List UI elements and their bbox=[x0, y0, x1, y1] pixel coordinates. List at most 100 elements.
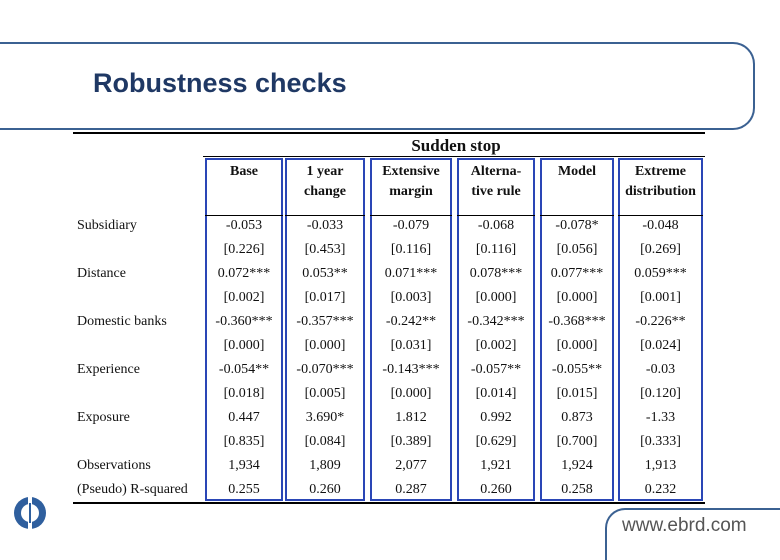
table-cell: [0.003] bbox=[390, 290, 432, 305]
footer-frame bbox=[605, 508, 780, 560]
row-label: Exposure bbox=[77, 410, 130, 425]
table-cell: -0.048 bbox=[642, 218, 679, 233]
panel-title: Sudden stop bbox=[411, 136, 501, 155]
table-cell: [0.015] bbox=[556, 386, 598, 401]
table-cell: -0.033 bbox=[306, 218, 344, 233]
column-box bbox=[540, 158, 614, 501]
table-cell: [0.116] bbox=[390, 242, 432, 257]
panel-underline bbox=[203, 156, 705, 157]
title-frame bbox=[0, 42, 755, 130]
table-cell: 2,077 bbox=[395, 458, 427, 473]
regression-table: Sudden stop Base 1 year change Extensive mar… bbox=[73, 132, 705, 504]
table-cell: -0.03 bbox=[645, 362, 676, 377]
column-header: Extreme distribution bbox=[625, 164, 696, 199]
table-cell: 0.053** bbox=[302, 266, 348, 281]
header-rule bbox=[285, 215, 365, 216]
table-cell: [0.700] bbox=[556, 434, 598, 449]
header-rule bbox=[618, 215, 703, 216]
table-cell: -0.055** bbox=[551, 362, 603, 377]
header-rule bbox=[370, 215, 452, 216]
table-cell: [0.018] bbox=[223, 386, 265, 401]
ebrd-logo-icon bbox=[14, 497, 46, 529]
row-label: Observations bbox=[77, 458, 151, 473]
table-cell: [0.000] bbox=[556, 290, 598, 305]
table-cell: 0.447 bbox=[228, 410, 260, 425]
table-cell: 0.873 bbox=[561, 410, 593, 425]
table-cell: -0.068 bbox=[477, 218, 515, 233]
table-cell: [0.024] bbox=[640, 338, 681, 353]
table-cell: -0.242** bbox=[385, 314, 437, 329]
table-cell: 0.255 bbox=[228, 482, 260, 497]
row-label: Distance bbox=[77, 266, 126, 281]
row-label: Domestic banks bbox=[77, 314, 167, 329]
table-cell: 0.232 bbox=[644, 482, 677, 497]
table-cell: [0.120] bbox=[640, 386, 681, 401]
table-cell: 0.260 bbox=[309, 482, 341, 497]
table-cell: 0.258 bbox=[561, 482, 593, 497]
table-cell: 1,913 bbox=[644, 458, 677, 473]
table-cell: 0.287 bbox=[395, 482, 427, 497]
table-cell: -0.057** bbox=[470, 362, 522, 377]
table-cell: [0.453] bbox=[304, 242, 346, 257]
table-cell: -0.054** bbox=[218, 362, 270, 377]
column-box bbox=[618, 158, 703, 501]
table-top-rule bbox=[73, 132, 705, 134]
footer-url: www.ebrd.com bbox=[622, 515, 747, 536]
column-box bbox=[285, 158, 365, 501]
table-cell: [0.031] bbox=[390, 338, 432, 353]
table-cell: [0.005] bbox=[304, 386, 346, 401]
table-cell: [0.000] bbox=[475, 290, 517, 305]
table-cell: [0.000] bbox=[556, 338, 598, 353]
table-cell: [0.000] bbox=[223, 338, 265, 353]
table-cell: 0.071*** bbox=[384, 266, 438, 281]
column-header: Alterna-tive rule bbox=[470, 164, 522, 199]
table-cell: -1.33 bbox=[645, 410, 676, 425]
column-header: Model bbox=[557, 164, 597, 179]
table-cell: -0.357*** bbox=[296, 314, 354, 329]
table-cell: 0.260 bbox=[480, 482, 512, 497]
table-cell: [0.389] bbox=[390, 434, 432, 449]
column-box bbox=[457, 158, 535, 501]
column-header: Base bbox=[230, 164, 258, 179]
table-cell: -0.079 bbox=[392, 218, 430, 233]
table-cell: 0.078*** bbox=[469, 266, 523, 281]
table-cell: 3.690* bbox=[305, 410, 345, 425]
table-cell: [0.017] bbox=[304, 290, 346, 305]
table-cell: -0.368*** bbox=[548, 314, 606, 329]
table-cell: [0.002] bbox=[475, 338, 517, 353]
table-cell: 0.992 bbox=[480, 410, 512, 425]
table-cell: [0.116] bbox=[475, 242, 517, 257]
table-cell: [0.000] bbox=[304, 338, 346, 353]
table-cell: 1,924 bbox=[561, 458, 593, 473]
table-cell: -0.053 bbox=[225, 218, 263, 233]
row-label: Experience bbox=[77, 362, 140, 377]
table-cell: -0.143*** bbox=[382, 362, 440, 377]
table-cell: [0.269] bbox=[640, 242, 681, 257]
table-cell: [0.333] bbox=[640, 434, 681, 449]
table-cell: 0.077*** bbox=[550, 266, 604, 281]
row-label: (Pseudo) R-squared bbox=[77, 482, 188, 497]
table-cell: [0.014] bbox=[475, 386, 517, 401]
table-cell: -0.360*** bbox=[215, 314, 273, 329]
table-cell: 1,921 bbox=[480, 458, 512, 473]
column-box bbox=[205, 158, 283, 501]
column-header: 1 year change bbox=[304, 164, 346, 199]
slide-title: Robustness checks bbox=[93, 68, 347, 98]
row-label: Subsidiary bbox=[77, 218, 137, 233]
table-cell: [0.001] bbox=[640, 290, 681, 305]
table-cell: 1,934 bbox=[228, 458, 260, 473]
table-cell: 1,809 bbox=[309, 458, 341, 473]
table-cell: [0.226] bbox=[223, 242, 265, 257]
table-cell: [0.084] bbox=[304, 434, 346, 449]
table-cell: 1.812 bbox=[395, 410, 427, 425]
header-rule bbox=[540, 215, 614, 216]
table-cell: [0.056] bbox=[556, 242, 598, 257]
table-cell: 0.072*** bbox=[217, 266, 271, 281]
column-box bbox=[370, 158, 452, 501]
table-cell: -0.342*** bbox=[467, 314, 525, 329]
table-cell: [0.629] bbox=[475, 434, 517, 449]
table-cell: -0.078* bbox=[555, 218, 599, 233]
table-cell: 0.059*** bbox=[634, 266, 687, 281]
table-cell: [0.002] bbox=[223, 290, 265, 305]
table-cell: [0.000] bbox=[390, 386, 432, 401]
